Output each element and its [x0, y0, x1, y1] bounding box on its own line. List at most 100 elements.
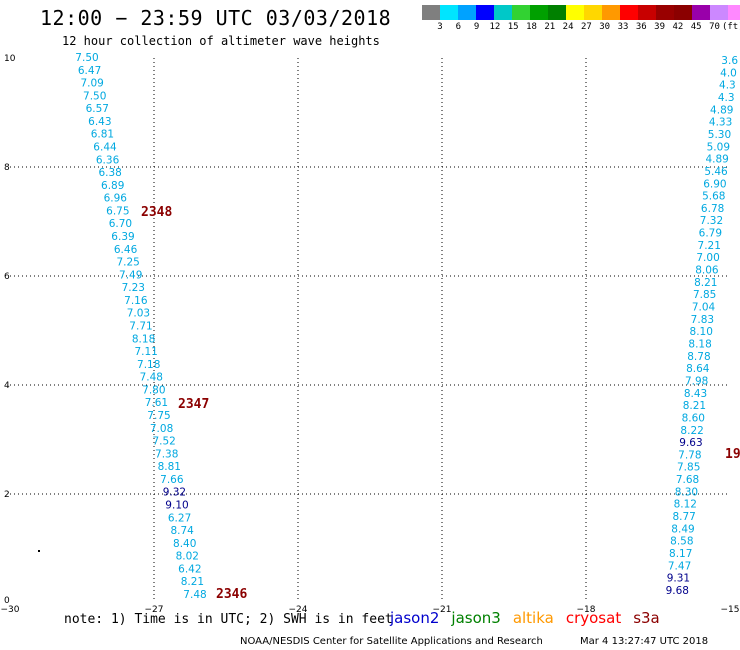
- x-axis-label: −27: [145, 605, 164, 615]
- wave-height-value: 8.06: [695, 265, 719, 277]
- y-axis-label: 8: [4, 163, 10, 173]
- wave-height-value: 7.25: [116, 257, 139, 269]
- wave-height-value: 6.39: [111, 231, 134, 243]
- wave-height-value: 9.32: [163, 487, 186, 499]
- wave-height-value: 8.40: [173, 538, 196, 550]
- pass-time-label: 2346: [216, 587, 247, 602]
- wave-height-value: 7.68: [676, 474, 699, 486]
- color-legend-label: (ft): [721, 22, 740, 32]
- wave-height-value: 8.58: [670, 536, 693, 548]
- wave-height-value: 7.47: [668, 560, 691, 572]
- wave-height-value: 6.78: [701, 203, 724, 215]
- wave-height-value: 7.75: [147, 410, 170, 422]
- wave-height-value: 6.79: [699, 228, 722, 240]
- wave-height-value: 8.22: [680, 425, 703, 437]
- wave-height-value: 9.63: [679, 437, 702, 449]
- color-swatch: [602, 5, 620, 20]
- mission-legend-item: jason3: [451, 609, 501, 627]
- wave-height-value: 5.09: [707, 141, 730, 153]
- wave-height-value: 8.21: [181, 576, 204, 588]
- wave-height-value: 7.32: [700, 215, 723, 227]
- wave-height-value: 4.33: [709, 117, 732, 129]
- color-legend-label: 12: [489, 22, 501, 32]
- wave-height-value: 6.36: [96, 154, 120, 166]
- color-swatch: [548, 5, 566, 20]
- color-legend-label: 9: [473, 22, 480, 32]
- x-axis-label: −18: [577, 605, 596, 615]
- x-axis-label: −21: [433, 605, 452, 615]
- wave-height-value: 4.3: [718, 92, 735, 104]
- wave-height-value: 7.21: [698, 240, 721, 252]
- wave-height-value: 7.23: [122, 282, 145, 294]
- color-legend-label: 33: [617, 22, 629, 32]
- color-legend-label: 27: [580, 22, 592, 32]
- wave-height-value: 8.21: [694, 277, 717, 289]
- color-legend-label: 15: [507, 22, 519, 32]
- mission-legend-item: cryosat: [565, 609, 622, 627]
- pass-time-label: 19: [725, 447, 740, 462]
- wave-height-value: 3.6: [721, 55, 738, 67]
- pass-time-label: 2348: [141, 205, 172, 220]
- wave-height-value: 7.03: [127, 308, 150, 320]
- wave-height-value: 6.27: [168, 512, 191, 524]
- color-legend-label: 70: [709, 22, 720, 32]
- wave-height-value: 6.70: [109, 218, 132, 230]
- y-axis-label: 6: [4, 272, 10, 282]
- color-swatch: [566, 5, 584, 20]
- wave-height-value: 7.83: [691, 314, 714, 326]
- wave-height-value: 8.64: [686, 363, 710, 375]
- x-axis-label: −15: [721, 605, 740, 615]
- wave-height-value: 8.02: [176, 551, 199, 563]
- color-swatch: [476, 5, 494, 20]
- wave-height-value: 7.50: [75, 52, 98, 64]
- wave-height-value: 8.77: [672, 511, 695, 523]
- color-legend-label: 6: [455, 22, 462, 32]
- color-swatch: [620, 5, 638, 20]
- wave-height-value: 8.60: [682, 412, 705, 424]
- color-legend-label: 3: [437, 22, 443, 32]
- wave-height-value: 8.78: [687, 351, 710, 363]
- wave-height-value: 4.89: [710, 104, 733, 116]
- color-swatch: [692, 5, 710, 20]
- y-axis-label: 4: [4, 381, 10, 391]
- wave-height-value: 6.42: [178, 563, 201, 575]
- color-swatch: [728, 5, 740, 20]
- wave-height-value: 9.31: [667, 573, 690, 585]
- wave-height-value: 6.44: [93, 142, 117, 154]
- color-swatch: [422, 5, 440, 20]
- color-swatch: [656, 5, 674, 20]
- wave-height-value: 6.75: [106, 205, 129, 217]
- color-legend-label: 18: [526, 22, 537, 32]
- wave-height-value: 5.46: [704, 166, 728, 178]
- wave-height-value: 7.09: [80, 78, 103, 90]
- color-swatch: [458, 5, 476, 20]
- wave-height-value: 8.81: [158, 461, 181, 473]
- wave-height-value: 7.66: [160, 474, 184, 486]
- wave-height-value: 7.48: [140, 372, 163, 384]
- wave-height-value: 7.38: [155, 448, 178, 460]
- footer-note: note: 1) Time is in UTC; 2) SWH is in fe…: [64, 612, 393, 627]
- wave-height-value: 8.74: [170, 525, 194, 537]
- wave-height-value: 7.08: [150, 423, 173, 435]
- wave-height-value: 8.10: [690, 326, 713, 338]
- color-legend-label: 21: [544, 22, 556, 32]
- wave-height-value: 7.98: [685, 375, 708, 387]
- wave-height-value: 7.04: [692, 302, 716, 314]
- wave-height-value: 7.16: [124, 295, 148, 307]
- y-axis-label: 2: [4, 490, 10, 500]
- wave-height-value: 9.10: [165, 500, 188, 512]
- color-legend-bar: [422, 5, 740, 20]
- wave-height-value: 6.81: [91, 129, 114, 141]
- color-swatch: [512, 5, 530, 20]
- page-subtitle: 12 hour collection of altimeter wave hei…: [62, 34, 380, 48]
- color-swatch: [674, 5, 692, 20]
- x-axis-label: −24: [289, 605, 308, 615]
- wave-height-value: 8.43: [684, 388, 707, 400]
- color-legend-label: 45: [690, 22, 702, 32]
- wave-height-value: 7.48: [183, 589, 206, 601]
- wave-height-value: 6.47: [78, 65, 101, 77]
- wave-height-value: 7.85: [677, 462, 700, 474]
- wave-height-value: 8.17: [669, 548, 692, 560]
- mission-legend-item: s3a: [633, 609, 660, 627]
